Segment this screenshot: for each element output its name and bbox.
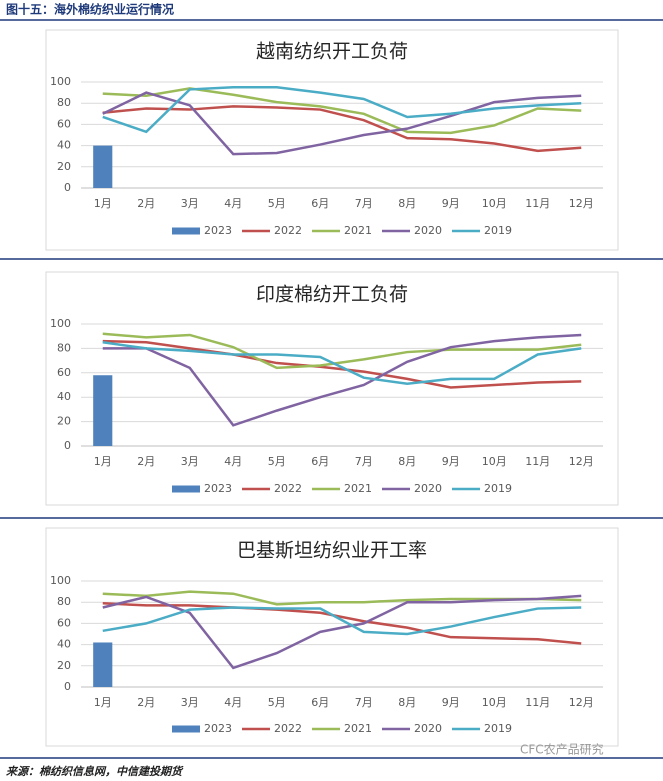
legend-label: 2020: [414, 482, 442, 495]
legend-label: 2020: [414, 722, 442, 735]
x-tick-label: 12月: [569, 455, 594, 468]
legend-label: 2022: [274, 482, 302, 495]
y-tick-label: 20: [57, 415, 71, 428]
x-tick-label: 2月: [137, 455, 155, 468]
y-tick-label: 60: [57, 366, 71, 379]
x-tick-label: 12月: [569, 696, 594, 709]
legend-label: 2019: [484, 722, 512, 735]
x-tick-label: 11月: [525, 696, 550, 709]
y-tick-label: 100: [50, 317, 71, 330]
x-tick-label: 1月: [94, 455, 112, 468]
x-tick-label: 10月: [482, 197, 507, 210]
line-series: [102, 86, 582, 134]
line-series: [102, 602, 582, 645]
bar: [93, 375, 113, 446]
y-tick-label: 40: [57, 390, 71, 403]
x-tick-label: 3月: [181, 696, 199, 709]
x-tick-label: 2月: [137, 197, 155, 210]
legend-label: 2020: [414, 224, 442, 237]
x-tick-label: 1月: [94, 696, 112, 709]
chart-frame: [45, 29, 619, 251]
x-tick-label: 9月: [442, 696, 460, 709]
legend-label: 2019: [484, 482, 512, 495]
x-tick-label: 4月: [224, 455, 242, 468]
line-series: [102, 594, 582, 670]
x-tick-label: 7月: [355, 696, 373, 709]
y-tick-label: 80: [57, 595, 71, 608]
x-tick-label: 4月: [224, 696, 242, 709]
x-tick-label: 7月: [355, 197, 373, 210]
line-series: [102, 339, 582, 389]
legend-swatch: [172, 485, 200, 493]
y-tick-label: 100: [50, 574, 71, 587]
legend-label: 2021: [344, 224, 372, 237]
line-series: [102, 332, 582, 370]
bar: [93, 642, 113, 687]
x-tick-label: 12月: [569, 197, 594, 210]
legend-swatch: [172, 725, 200, 733]
y-tick-label: 60: [57, 616, 71, 629]
line-series: [102, 606, 582, 636]
line-series: [102, 105, 582, 153]
x-tick-label: 10月: [482, 455, 507, 468]
x-tick-label: 1月: [94, 197, 112, 210]
chart-title: 印度棉纺开工负荷: [256, 284, 408, 306]
x-tick-label: 6月: [311, 197, 329, 210]
y-tick-label: 0: [64, 439, 71, 452]
chart-title: 巴基斯坦纺织业开工率: [237, 540, 427, 562]
legend-label: 2022: [274, 224, 302, 237]
legend-label: 2023: [204, 722, 232, 735]
chart-title: 越南纺织开工负荷: [256, 41, 408, 63]
legend-label: 2019: [484, 224, 512, 237]
legend-swatch: [172, 227, 200, 235]
x-tick-label: 8月: [398, 696, 416, 709]
x-tick-label: 5月: [268, 696, 286, 709]
y-tick-label: 80: [57, 96, 71, 109]
x-tick-label: 6月: [311, 455, 329, 468]
y-tick-label: 80: [57, 341, 71, 354]
x-tick-label: 5月: [268, 197, 286, 210]
legend-label: 2021: [344, 482, 372, 495]
line-series: [102, 87, 582, 135]
legend-label: 2021: [344, 722, 372, 735]
y-tick-label: 40: [57, 638, 71, 651]
source: 来源：棉纺织信息网，中信建投期货: [6, 765, 184, 778]
x-tick-label: 8月: [398, 455, 416, 468]
chart-frame: [45, 271, 619, 506]
legend-label: 2023: [204, 482, 232, 495]
x-tick-label: 4月: [224, 197, 242, 210]
x-tick-label: 2月: [137, 696, 155, 709]
y-tick-label: 20: [57, 659, 71, 672]
x-tick-label: 8月: [398, 197, 416, 210]
line-series: [102, 333, 582, 427]
y-tick-label: 0: [64, 680, 71, 693]
y-tick-label: 60: [57, 117, 71, 130]
watermark: CFC农产品研究: [520, 742, 604, 757]
x-tick-label: 7月: [355, 455, 373, 468]
bar: [93, 145, 113, 188]
x-tick-label: 10月: [482, 696, 507, 709]
y-tick-label: 40: [57, 139, 71, 152]
line-series: [102, 341, 582, 386]
x-tick-label: 9月: [442, 455, 460, 468]
y-tick-label: 20: [57, 160, 71, 173]
y-tick-label: 0: [64, 181, 71, 194]
y-tick-label: 100: [50, 75, 71, 88]
x-tick-label: 5月: [268, 455, 286, 468]
legend-label: 2023: [204, 224, 232, 237]
x-tick-label: 11月: [525, 197, 550, 210]
chart-frame: [45, 527, 619, 747]
x-tick-label: 3月: [181, 197, 199, 210]
x-tick-label: 9月: [442, 197, 460, 210]
figure-title: 图十五：海外棉纺织业运行情况: [6, 2, 174, 17]
line-series: [102, 91, 582, 156]
x-tick-label: 11月: [525, 455, 550, 468]
legend-label: 2022: [274, 722, 302, 735]
x-tick-label: 6月: [311, 696, 329, 709]
x-tick-label: 3月: [181, 455, 199, 468]
